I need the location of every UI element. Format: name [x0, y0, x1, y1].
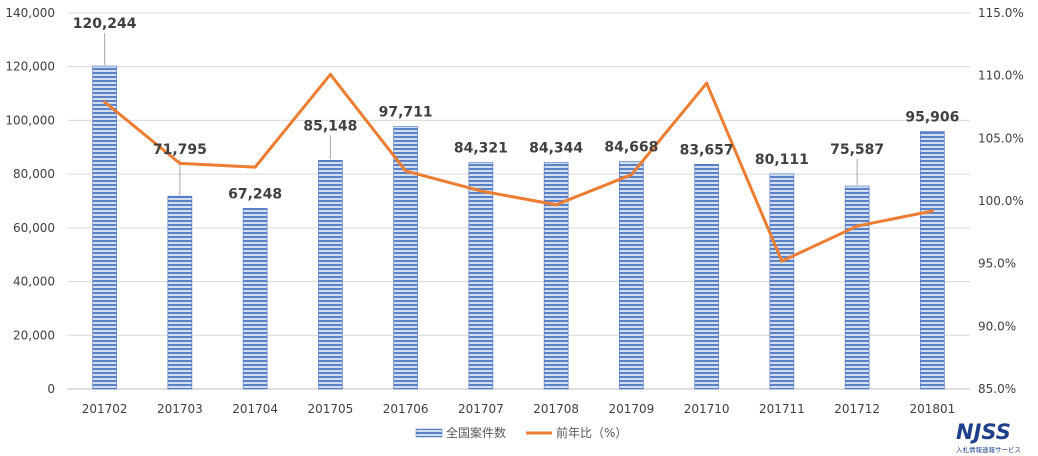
right-tick-label: 90.0%: [978, 319, 1016, 333]
bar: [769, 173, 795, 390]
line-point: [629, 173, 633, 177]
logo-text: NJSS: [956, 420, 1011, 444]
legend-bar-swatch: [415, 428, 443, 438]
x-tick-label: 201708: [533, 402, 579, 416]
bar: [844, 185, 870, 390]
bar-data-label: 71,795: [153, 142, 207, 158]
bar-data-label: 80,111: [755, 152, 809, 168]
legend: 全国案件数 前年比（%）: [415, 425, 627, 440]
left-tick-label: 100,000: [5, 113, 55, 127]
bar: [619, 161, 644, 390]
x-tick-label: 201705: [307, 402, 353, 416]
right-tick-label: 115.0%: [978, 6, 1024, 20]
bar-data-label: 120,244: [73, 16, 137, 32]
x-tick-label: 201706: [383, 402, 429, 416]
bar-data-label: 97,711: [379, 105, 433, 121]
right-tick-label: 85.0%: [978, 382, 1016, 396]
bar-data-label: 75,587: [830, 142, 884, 158]
bar-data-label: 84,344: [529, 140, 583, 156]
njss-logo: NJSS 入札情報速報サービス: [956, 420, 1021, 454]
line-point: [855, 224, 859, 228]
bar: [468, 162, 494, 390]
x-tick-label: 201703: [157, 402, 203, 416]
line-point: [930, 209, 934, 213]
left-axis: 0 20,000 40,000 60,000 80,000 100,000 120,000 1…: [5, 6, 55, 396]
left-tick-label: 80,000: [13, 167, 55, 181]
line-point: [780, 259, 784, 263]
legend-line-label: 前年比（%）: [556, 425, 627, 440]
line-point: [253, 165, 257, 169]
x-tick-label: 201709: [608, 402, 654, 416]
line-point: [554, 203, 558, 207]
bar-series: [92, 65, 945, 390]
line-point: [328, 72, 332, 76]
line-point: [705, 81, 709, 85]
left-tick-label: 20,000: [13, 328, 55, 342]
gridlines: [67, 12, 970, 390]
right-tick-label: 105.0%: [978, 131, 1024, 145]
x-tick-label: 201702: [82, 402, 128, 416]
bar-data-label: 84,321: [454, 141, 508, 157]
bar: [318, 160, 343, 390]
left-tick-label: 0: [47, 382, 55, 396]
data-labels: 120,244 71,795 67,248 85,148 97,711 84,321 84,…: [73, 16, 960, 202]
bar-data-label: 83,657: [680, 142, 734, 158]
x-tick-label: 201711: [759, 402, 805, 416]
x-tick-label: 201707: [458, 402, 504, 416]
line-point: [178, 161, 182, 165]
left-tick-label: 40,000: [13, 275, 55, 289]
x-tick-label: 201712: [834, 402, 880, 416]
ratio-line: [103, 72, 934, 263]
line-point: [103, 100, 107, 104]
bar-data-label: 67,248: [228, 186, 282, 202]
right-tick-label: 110.0%: [978, 69, 1024, 83]
bar-data-label: 85,148: [303, 118, 357, 134]
line-series: [103, 72, 934, 263]
line-point: [479, 189, 483, 193]
bar: [543, 162, 569, 390]
left-tick-label: 140,000: [5, 6, 55, 20]
x-tick-label: 201801: [909, 402, 955, 416]
x-axis: 201702 201703 201704 201705 201706 201707 2017…: [82, 402, 956, 416]
bar-data-label: 84,668: [604, 140, 658, 156]
bar: [920, 131, 945, 390]
right-tick-label: 100.0%: [978, 194, 1024, 208]
line-point: [404, 169, 408, 173]
bar: [393, 126, 418, 390]
left-tick-label: 60,000: [13, 221, 55, 235]
legend-bar-label: 全国案件数: [446, 425, 506, 440]
right-axis: 85.0% 90.0% 95.0% 100.0% 105.0% 110.0% 115.0%: [978, 6, 1024, 396]
bar: [242, 208, 268, 390]
left-tick-label: 120,000: [5, 60, 55, 74]
bar: [167, 195, 193, 390]
bar-data-label: 95,906: [905, 109, 959, 125]
label-leader-lines: [104, 33, 858, 196]
logo-subtext: 入札情報速報サービス: [956, 445, 1021, 454]
x-tick-label: 201704: [232, 402, 278, 416]
bar: [92, 65, 117, 390]
x-tick-label: 201710: [684, 402, 730, 416]
bar: [694, 164, 719, 390]
right-tick-label: 95.0%: [978, 257, 1016, 271]
